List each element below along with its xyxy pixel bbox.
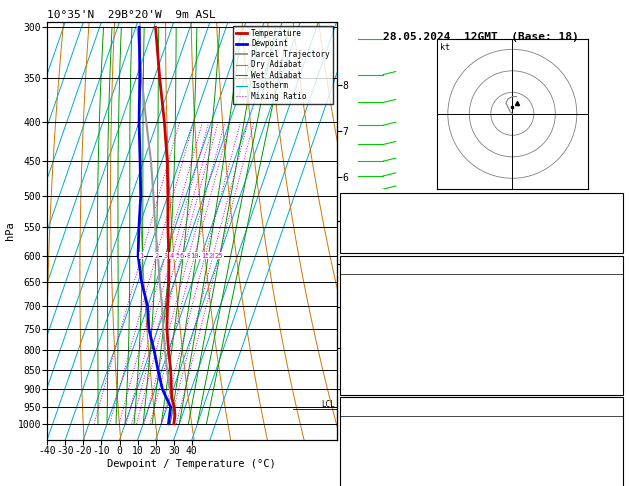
Text: 24: 24 [604,300,614,309]
Text: θᵉ (K): θᵉ (K) [348,441,378,450]
Text: Temp (°C): Temp (°C) [348,280,393,289]
Text: 39: 39 [603,219,614,228]
X-axis label: Dewpoint / Temperature (°C): Dewpoint / Temperature (°C) [108,459,276,469]
Text: 10: 10 [191,253,199,259]
Text: 8: 8 [187,253,191,259]
Text: 0: 0 [610,380,614,389]
Text: 353: 353 [599,320,614,329]
Text: 1: 1 [140,253,143,259]
Text: Pressure (mb): Pressure (mb) [348,421,413,430]
Text: -2: -2 [604,340,614,349]
Text: LCL: LCL [321,399,335,409]
Text: Most Unstable: Most Unstable [446,402,516,412]
Text: Dewp (°C): Dewp (°C) [348,300,393,309]
Text: 831: 831 [599,481,614,486]
Text: 3: 3 [163,253,167,259]
Y-axis label: km
ASL: km ASL [343,231,360,250]
Text: 28.05.2024  12GMT  (Base: 18): 28.05.2024 12GMT (Base: 18) [383,32,579,42]
Text: 10°35'N  29B°20'W  9m ASL: 10°35'N 29B°20'W 9m ASL [47,10,216,20]
Text: Lifted Index: Lifted Index [348,461,408,470]
Text: CAPE (J): CAPE (J) [348,360,388,369]
Text: K: K [348,199,353,208]
Text: Surface: Surface [462,261,500,270]
Text: 5: 5 [175,253,179,259]
Text: 4: 4 [170,253,174,259]
Text: -2: -2 [604,461,614,470]
Text: Lifted Index: Lifted Index [348,340,408,349]
Text: 25: 25 [215,253,223,259]
Text: 831: 831 [599,360,614,369]
Text: 22: 22 [603,199,614,208]
Text: 20: 20 [209,253,217,259]
Text: 2: 2 [154,253,159,259]
Text: θᵉ(K): θᵉ(K) [348,320,373,329]
Text: 1014: 1014 [594,421,614,430]
Text: 6: 6 [179,253,184,259]
Text: CAPE (J): CAPE (J) [348,481,388,486]
Text: PW (cm): PW (cm) [348,239,386,248]
Text: © weatheronline.co.uk: © weatheronline.co.uk [429,429,533,438]
Text: 4.19: 4.19 [593,239,614,248]
Text: kt: kt [440,43,450,52]
Text: 15: 15 [201,253,209,259]
Text: CIN (J): CIN (J) [348,380,383,389]
Text: Totals Totals: Totals Totals [348,219,418,228]
Legend: Temperature, Dewpoint, Parcel Trajectory, Dry Adiabat, Wet Adiabat, Isotherm, Mi: Temperature, Dewpoint, Parcel Trajectory… [233,26,333,104]
Y-axis label: hPa: hPa [4,222,14,240]
Text: 27: 27 [604,280,614,289]
Text: 353: 353 [599,441,614,450]
